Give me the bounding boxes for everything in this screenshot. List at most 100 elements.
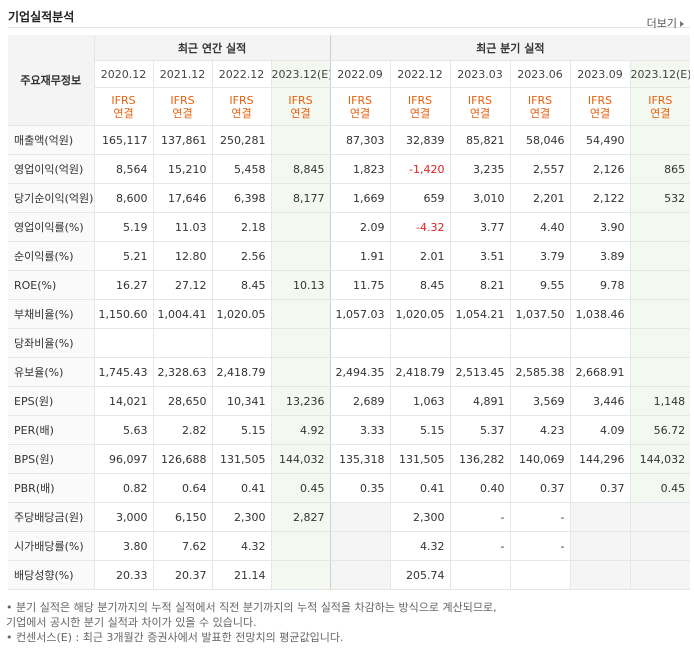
table-cell: 205.74 — [390, 560, 451, 590]
table-cell: 13,236 — [271, 386, 331, 416]
chevron-right-icon — [680, 21, 684, 27]
table-cell: 250,281 — [212, 125, 272, 155]
table-cell: 1,004.41 — [153, 299, 213, 329]
row-label: 배당성향(%) — [8, 560, 95, 590]
table-cell — [630, 560, 691, 590]
row-label: 당기순이익(억원) — [8, 183, 95, 213]
table-row: PBR(배) 0.82 0.64 0.41 0.45 0.35 0.41 0.40 0.37 0.… — [8, 473, 691, 503]
table-cell: 3.77 — [450, 212, 511, 242]
table-cell: 1,150.60 — [94, 299, 154, 329]
more-link[interactable]: 더보기 — [647, 15, 684, 31]
consolidation-label: 연결 — [409, 106, 431, 120]
table-cell: 0.40 — [450, 473, 511, 503]
table-cell: 8,564 — [94, 154, 154, 184]
table-cell: 16.27 — [94, 270, 154, 300]
section-title: 기업실적분석 — [8, 10, 75, 24]
table-cell — [630, 241, 691, 271]
table-cell: 85,821 — [450, 125, 511, 155]
table-cell: 7.62 — [153, 531, 213, 561]
table-cell: 3.89 — [570, 241, 631, 271]
footnote-line: • 분기 실적은 해당 분기까지의 누적 실적에서 직전 분기까지의 누적 실적… — [6, 601, 497, 614]
table-cell: - — [510, 531, 571, 561]
consolidation-label: 연결 — [650, 106, 671, 120]
table-cell: 9.78 — [570, 270, 631, 300]
table-cell: 6,398 — [212, 183, 272, 213]
table-cell — [271, 241, 331, 271]
table-cell: 2,689 — [330, 386, 391, 416]
table-cell: 2,201 — [510, 183, 571, 213]
table-cell: - — [450, 531, 511, 561]
table-cell: 3,235 — [450, 154, 511, 184]
footnote-line: • 컨센서스(E) : 최근 3개월간 증권사에서 발표한 전망치의 평균값입니… — [6, 631, 344, 644]
consolidation-label: 연결 — [529, 106, 551, 120]
table-cell: 4.23 — [510, 415, 571, 445]
table-cell: 2,126 — [570, 154, 631, 184]
table-cell: 0.41 — [390, 473, 451, 503]
table-cell: 0.45 — [630, 473, 691, 503]
table-cell: 8,845 — [271, 154, 331, 184]
table-cell — [630, 502, 691, 532]
table-cell: 54,490 — [570, 125, 631, 155]
period-header: 2022.12 — [212, 60, 272, 88]
table-cell: 1,037.50 — [510, 299, 571, 329]
table-cell: 20.33 — [94, 560, 154, 590]
table-cell: 11.75 — [330, 270, 391, 300]
period-header: 2022.09 — [330, 60, 391, 88]
table-cell: 3.51 — [450, 241, 511, 271]
table-cell: 144,032 — [271, 444, 331, 474]
table-cell: 2,328.63 — [153, 357, 213, 387]
table-cell — [510, 560, 571, 590]
footnotes: • 분기 실적은 해당 분기까지의 누적 실적에서 직전 분기까지의 누적 실적… — [6, 600, 497, 645]
row-label: 시가배당률(%) — [8, 531, 95, 561]
table-cell: 165,117 — [94, 125, 154, 155]
negative-value: -4.32 — [416, 220, 445, 234]
table-row: 순이익률(%) 5.21 12.80 2.56 1.91 2.01 3.51 3.79 3.89 — [8, 241, 691, 271]
table-cell: - — [510, 502, 571, 532]
table-cell: 1,823 — [330, 154, 391, 184]
table-row: ROE(%) 16.27 27.12 8.45 10.13 11.75 8.45 8.21 9.… — [8, 270, 691, 300]
table-row: 시가배당률(%) 3.80 7.62 4.32 4.32- - — [8, 531, 691, 561]
table-cell — [271, 125, 331, 155]
annual-group-header: 최근 연간 실적 — [94, 35, 331, 61]
table-cell — [570, 328, 631, 358]
table-cell: 1,745.43 — [94, 357, 154, 387]
table-cell — [570, 502, 631, 532]
table-cell: 0.82 — [94, 473, 154, 503]
table-cell: 2,513.45 — [450, 357, 511, 387]
accounting-standard-header: IFRS 연결 — [630, 87, 691, 126]
title-divider — [8, 27, 690, 28]
standard-label: IFRS — [527, 93, 553, 107]
table-cell: 8.21 — [450, 270, 511, 300]
table-cell: 5.19 — [94, 212, 154, 242]
table-cell: 96,097 — [94, 444, 154, 474]
table-cell: 1,020.05 — [390, 299, 451, 329]
table-cell — [570, 560, 631, 590]
table-cell: 2.56 — [212, 241, 272, 271]
table-cell — [450, 560, 511, 590]
table-cell: 10,341 — [212, 386, 272, 416]
table-cell — [630, 357, 691, 387]
table-cell: 135,318 — [330, 444, 391, 474]
table-cell — [212, 328, 272, 358]
table-cell: 865 — [630, 154, 691, 184]
table-cell: 3.33 — [330, 415, 391, 445]
table-cell: 4.09 — [570, 415, 631, 445]
financial-table: 주요재무정보 최근 연간 실적 최근 분기 실적 2020.12 2021.12 2… — [8, 35, 691, 590]
table-cell — [390, 328, 451, 358]
row-label: 매출액(억원) — [8, 125, 95, 155]
row-label: EPS(원) — [8, 386, 95, 416]
accounting-standard-header: IFRS 연결 — [212, 87, 272, 126]
standard-label: IFRS — [467, 93, 493, 107]
table-cell: 5.37 — [450, 415, 511, 445]
row-label: 영업이익(억원) — [8, 154, 95, 184]
standard-label: IFRS — [111, 93, 136, 107]
table-cell — [570, 531, 631, 561]
accounting-standard-header: IFRS 연결 — [271, 87, 331, 126]
row-label: PER(배) — [8, 415, 95, 445]
table-cell: 136,282 — [450, 444, 511, 474]
table-row: EPS(원) 14,021 28,650 10,341 13,236 2,689 1,063… — [8, 386, 691, 416]
table-cell: 137,861 — [153, 125, 213, 155]
table-cell: 10.13 — [271, 270, 331, 300]
table-cell: 3.90 — [570, 212, 631, 242]
table-cell: 4.40 — [510, 212, 571, 242]
